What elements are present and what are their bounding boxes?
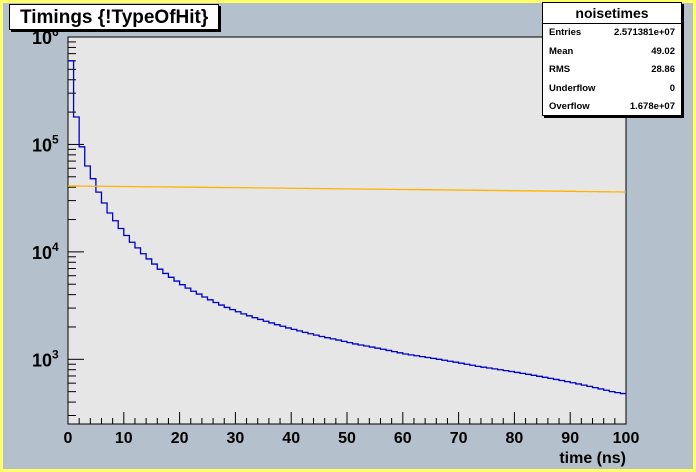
x-tick-label: 10	[115, 430, 133, 447]
stats-box: noisetimes Entries 2.571381e+07 Mean 49.02…	[542, 2, 682, 116]
series-2-line	[68, 185, 626, 193]
stats-value: 49.02	[651, 45, 675, 57]
y-tick-label: 106	[32, 25, 59, 48]
series-1-line	[68, 60, 626, 395]
stats-value: 2.571381e+07	[613, 27, 675, 38]
x-tick-label: 0	[64, 430, 73, 447]
stats-label: Mean	[549, 45, 574, 57]
stats-value: 1.678e+07	[629, 101, 675, 112]
stats-label: Entries	[549, 27, 582, 38]
y-tick-label: 104	[32, 240, 59, 263]
x-tick-label: 50	[338, 430, 356, 447]
stats-label: RMS	[549, 64, 571, 75]
x-tick-label: 40	[282, 430, 300, 447]
y-tick-label: 105	[32, 132, 59, 155]
x-tick-label: 100	[613, 430, 640, 447]
x-tick-label: 30	[227, 430, 245, 447]
stats-value: 0	[669, 82, 675, 94]
stats-row-mean: Mean 49.02	[543, 43, 681, 62]
x-axis-label: time (ns)	[559, 450, 626, 467]
stats-row-overflow: Overflow 1.678e+07	[543, 98, 681, 117]
series-layer	[68, 60, 626, 395]
y-tick-label: 103	[32, 347, 59, 370]
axes: 0 10 20 30 40 50 60 70 80 90 100 103 104 105 106	[32, 25, 639, 447]
plot-frame	[67, 36, 627, 425]
x-tick-label: 90	[561, 430, 579, 447]
stats-row-rms: RMS 28.86	[543, 61, 681, 80]
x-tick-label: 80	[506, 430, 524, 447]
x-tick-label: 20	[171, 430, 189, 447]
chart-title: Timings {!TypeOfHit}	[9, 4, 220, 30]
stats-label: Underflow	[549, 82, 596, 94]
stats-value: 28.86	[651, 64, 675, 75]
stats-row-entries: Entries 2.571381e+07	[543, 24, 681, 43]
stats-row-underflow: Underflow 0	[543, 80, 681, 99]
stats-title: noisetimes	[543, 3, 681, 24]
x-tick-label: 70	[450, 430, 468, 447]
x-tick-label: 60	[394, 430, 412, 447]
stats-label: Overflow	[549, 101, 590, 112]
